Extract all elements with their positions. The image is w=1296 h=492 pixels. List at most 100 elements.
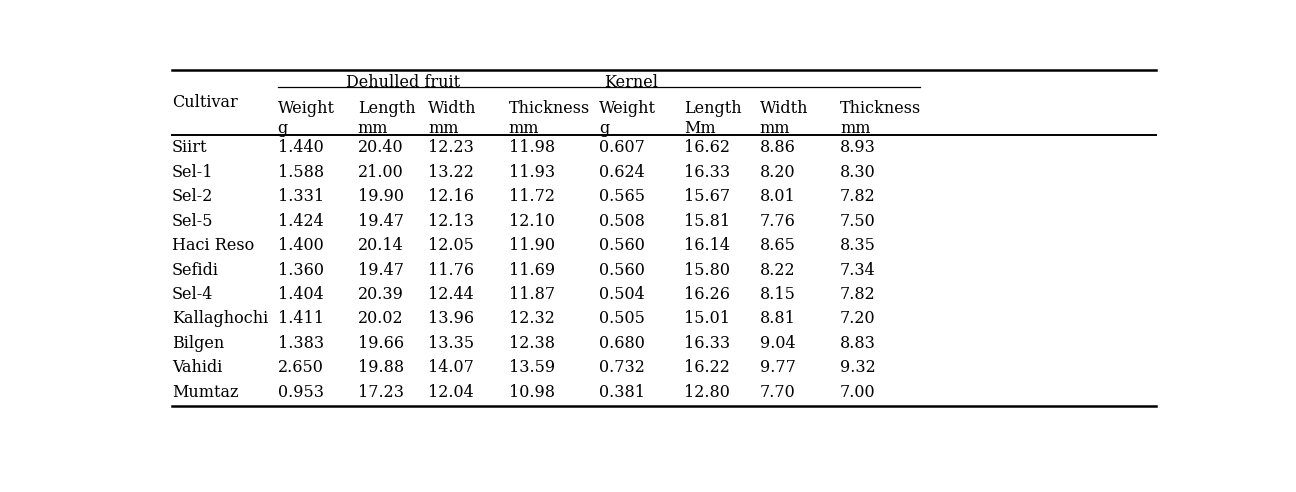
- Text: g: g: [277, 120, 288, 137]
- Text: 12.38: 12.38: [508, 335, 555, 352]
- Text: 7.82: 7.82: [840, 286, 876, 303]
- Text: 0.505: 0.505: [599, 310, 645, 328]
- Text: Mm: Mm: [684, 120, 715, 137]
- Text: 12.16: 12.16: [428, 188, 474, 205]
- Text: mm: mm: [358, 120, 389, 137]
- Text: Weight: Weight: [277, 100, 334, 117]
- Text: 12.44: 12.44: [428, 286, 474, 303]
- Text: 0.607: 0.607: [599, 139, 645, 156]
- Text: 1.411: 1.411: [277, 310, 324, 328]
- Text: 1.360: 1.360: [277, 262, 324, 278]
- Text: 12.04: 12.04: [428, 384, 474, 401]
- Text: Sel-1: Sel-1: [172, 164, 214, 181]
- Text: 0.732: 0.732: [599, 359, 645, 376]
- Text: Sel-2: Sel-2: [172, 188, 214, 205]
- Text: Sel-5: Sel-5: [172, 213, 214, 230]
- Text: g: g: [599, 120, 609, 137]
- Text: 20.40: 20.40: [358, 139, 403, 156]
- Text: 16.33: 16.33: [684, 164, 731, 181]
- Text: 1.588: 1.588: [277, 164, 324, 181]
- Text: Width: Width: [428, 100, 477, 117]
- Text: 0.953: 0.953: [277, 384, 324, 401]
- Text: Width: Width: [759, 100, 809, 117]
- Text: 12.10: 12.10: [508, 213, 555, 230]
- Text: 8.15: 8.15: [759, 286, 796, 303]
- Text: Length: Length: [684, 100, 741, 117]
- Text: 8.93: 8.93: [840, 139, 876, 156]
- Text: 11.87: 11.87: [508, 286, 555, 303]
- Text: 15.80: 15.80: [684, 262, 730, 278]
- Text: 0.680: 0.680: [599, 335, 645, 352]
- Text: 0.565: 0.565: [599, 188, 645, 205]
- Text: 1.424: 1.424: [277, 213, 323, 230]
- Text: 20.14: 20.14: [358, 237, 403, 254]
- Text: 1.383: 1.383: [277, 335, 324, 352]
- Text: 16.26: 16.26: [684, 286, 730, 303]
- Text: Cultivar: Cultivar: [172, 94, 237, 111]
- Text: 12.05: 12.05: [428, 237, 474, 254]
- Text: 9.77: 9.77: [759, 359, 796, 376]
- Text: 21.00: 21.00: [358, 164, 403, 181]
- Text: 19.88: 19.88: [358, 359, 404, 376]
- Text: Vahidi: Vahidi: [172, 359, 223, 376]
- Text: Haci Reso: Haci Reso: [172, 237, 254, 254]
- Text: 8.83: 8.83: [840, 335, 876, 352]
- Text: 7.82: 7.82: [840, 188, 876, 205]
- Text: 11.90: 11.90: [508, 237, 555, 254]
- Text: 8.65: 8.65: [759, 237, 796, 254]
- Text: Siirt: Siirt: [172, 139, 207, 156]
- Text: 8.81: 8.81: [759, 310, 796, 328]
- Text: Kallaghochi: Kallaghochi: [172, 310, 268, 328]
- Text: 12.23: 12.23: [428, 139, 474, 156]
- Text: 0.560: 0.560: [599, 237, 645, 254]
- Text: 11.76: 11.76: [428, 262, 474, 278]
- Text: 19.66: 19.66: [358, 335, 404, 352]
- Text: Sefidi: Sefidi: [172, 262, 219, 278]
- Text: 14.07: 14.07: [428, 359, 474, 376]
- Text: 1.404: 1.404: [277, 286, 323, 303]
- Text: 7.70: 7.70: [759, 384, 796, 401]
- Text: Length: Length: [358, 100, 416, 117]
- Text: 15.01: 15.01: [684, 310, 730, 328]
- Text: Weight: Weight: [599, 100, 656, 117]
- Text: 19.90: 19.90: [358, 188, 404, 205]
- Text: 11.98: 11.98: [508, 139, 555, 156]
- Text: 2.650: 2.650: [277, 359, 324, 376]
- Text: 16.22: 16.22: [684, 359, 730, 376]
- Text: mm: mm: [508, 120, 539, 137]
- Text: Thickness: Thickness: [508, 100, 590, 117]
- Text: 7.00: 7.00: [840, 384, 876, 401]
- Text: 1.440: 1.440: [277, 139, 323, 156]
- Text: 0.504: 0.504: [599, 286, 644, 303]
- Text: 7.76: 7.76: [759, 213, 796, 230]
- Text: 0.381: 0.381: [599, 384, 645, 401]
- Text: 16.14: 16.14: [684, 237, 730, 254]
- Text: 20.02: 20.02: [358, 310, 403, 328]
- Text: 9.32: 9.32: [840, 359, 876, 376]
- Text: 11.72: 11.72: [508, 188, 555, 205]
- Text: 13.35: 13.35: [428, 335, 474, 352]
- Text: Sel-4: Sel-4: [172, 286, 214, 303]
- Text: 8.01: 8.01: [759, 188, 796, 205]
- Text: 16.62: 16.62: [684, 139, 730, 156]
- Text: 11.93: 11.93: [508, 164, 555, 181]
- Text: 15.81: 15.81: [684, 213, 731, 230]
- Text: 9.04: 9.04: [759, 335, 796, 352]
- Text: 8.20: 8.20: [759, 164, 796, 181]
- Text: 1.331: 1.331: [277, 188, 324, 205]
- Text: 20.39: 20.39: [358, 286, 404, 303]
- Text: 7.34: 7.34: [840, 262, 876, 278]
- Text: 8.35: 8.35: [840, 237, 876, 254]
- Text: 19.47: 19.47: [358, 213, 404, 230]
- Text: 11.69: 11.69: [508, 262, 555, 278]
- Text: 0.560: 0.560: [599, 262, 645, 278]
- Text: mm: mm: [840, 120, 871, 137]
- Text: 0.624: 0.624: [599, 164, 644, 181]
- Text: Kernel: Kernel: [604, 74, 658, 91]
- Text: Mumtaz: Mumtaz: [172, 384, 238, 401]
- Text: 19.47: 19.47: [358, 262, 404, 278]
- Text: 8.30: 8.30: [840, 164, 876, 181]
- Text: 13.96: 13.96: [428, 310, 474, 328]
- Text: 10.98: 10.98: [508, 384, 555, 401]
- Text: 0.508: 0.508: [599, 213, 645, 230]
